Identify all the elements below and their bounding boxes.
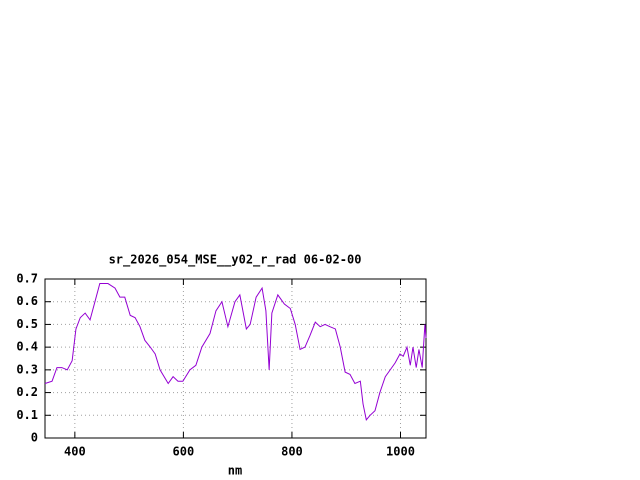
x-tick-label: 1000	[386, 445, 415, 459]
data-line	[44, 283, 427, 421]
y-tick-label: 0	[31, 431, 38, 445]
y-tick-label: 0.6	[16, 294, 38, 308]
plot-frame	[44, 278, 427, 439]
y-tick-label: 0.2	[16, 385, 38, 399]
x-tick-label: 800	[281, 445, 303, 459]
y-tick-label: 0.3	[16, 362, 38, 376]
x-tick-label: 600	[173, 445, 195, 459]
y-tick-label: 0.5	[16, 317, 38, 331]
chart-title: sr_2026_054_MSE__y02_r_rad 06-02-00	[109, 253, 362, 268]
y-tick-label: 0.4	[16, 340, 38, 354]
y-tick-label: 0.1	[16, 408, 38, 422]
y-tick-label: 0.7	[16, 272, 38, 286]
x-tick-label: 400	[64, 445, 86, 459]
x-axis-label: nm	[228, 464, 242, 478]
